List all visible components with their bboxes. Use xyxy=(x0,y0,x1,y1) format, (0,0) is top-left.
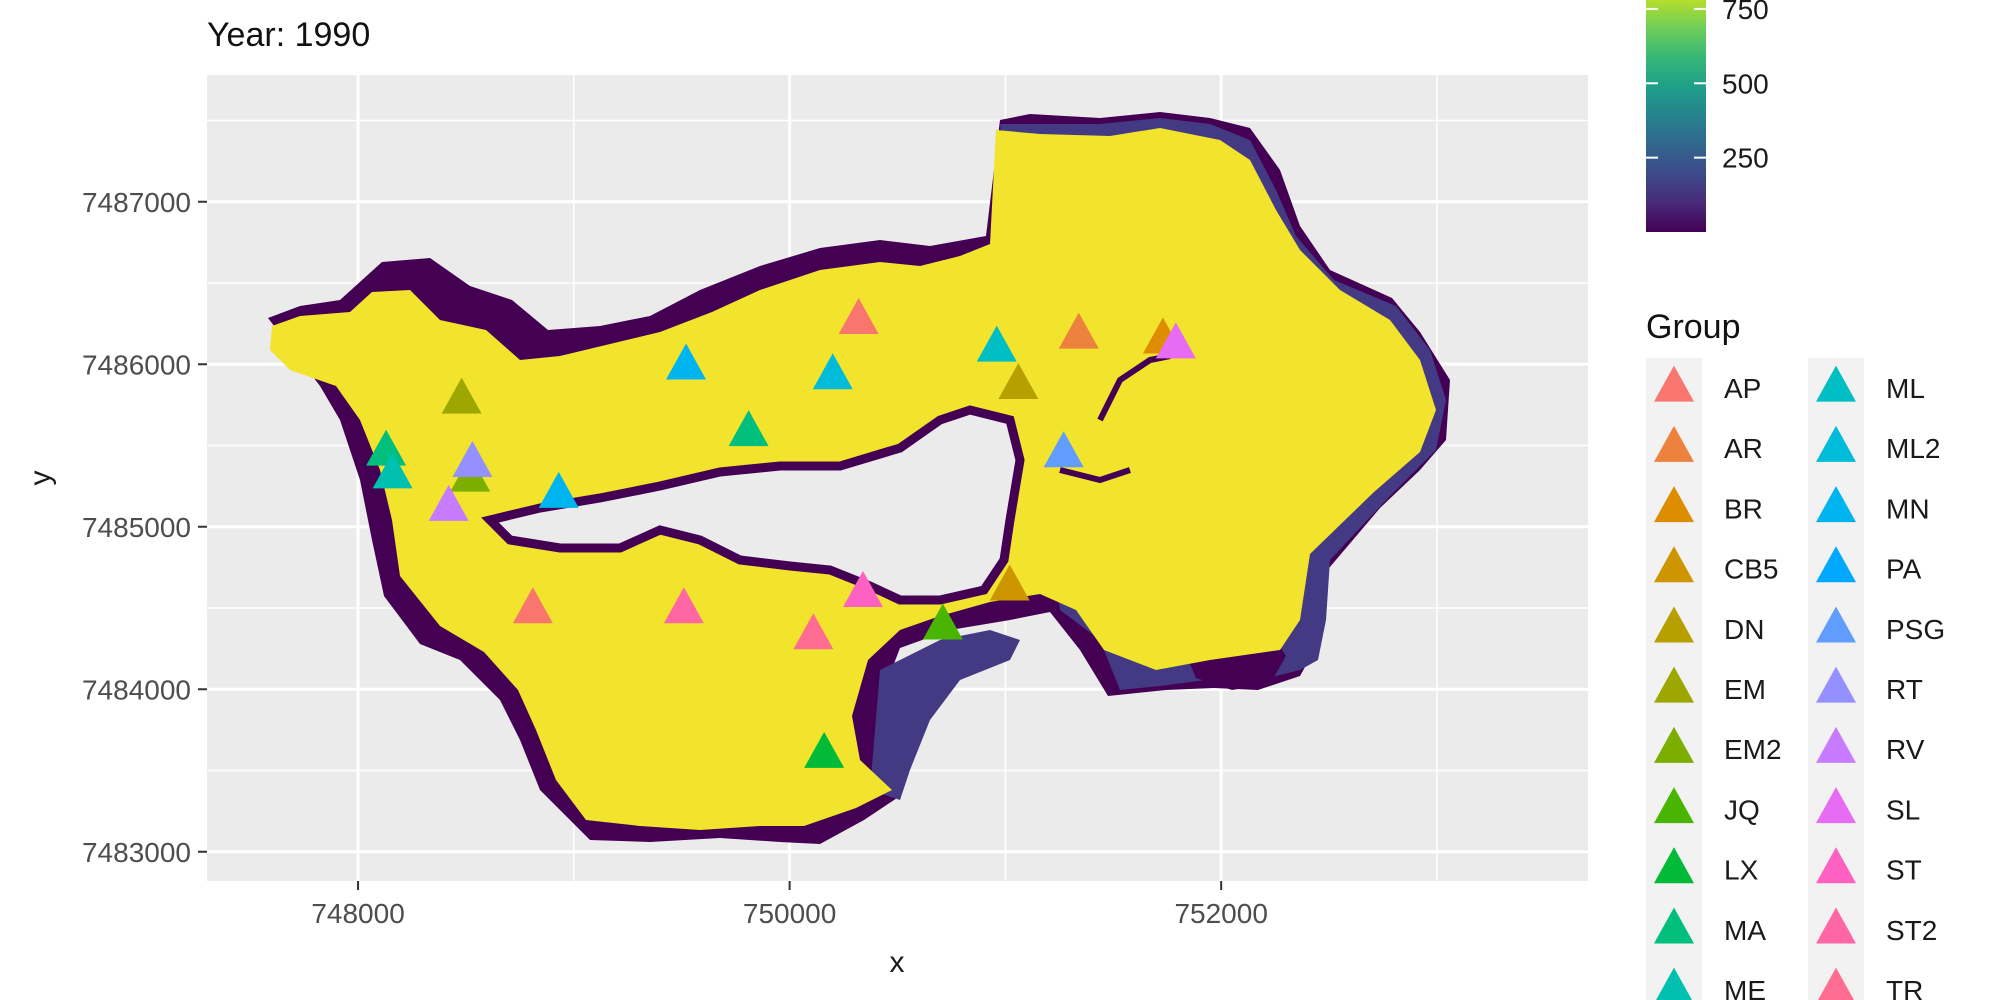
legend-key-jq xyxy=(1654,787,1694,824)
raster-lower-mid-border xyxy=(870,630,1020,800)
point-cb5 xyxy=(989,564,1030,601)
legend-key-rt xyxy=(1816,666,1856,703)
legend-key-ml2 xyxy=(1816,425,1856,462)
legend-label: EM xyxy=(1724,674,1766,705)
point-dn xyxy=(998,363,1039,400)
legend-label: RV xyxy=(1886,734,1925,765)
point-ar xyxy=(1058,312,1099,349)
points-layer xyxy=(366,298,1196,768)
legend-key-ap xyxy=(1654,365,1694,402)
legend-label: CB5 xyxy=(1724,554,1778,585)
legend-key-em2 xyxy=(1654,726,1694,763)
legend-label: PSG xyxy=(1886,614,1945,645)
legend-key-cb5 xyxy=(1654,546,1694,583)
point-ml2 xyxy=(812,353,853,390)
colorbar-gradient xyxy=(1646,0,1706,232)
legend-key-tr xyxy=(1818,967,1854,1000)
colorbar: 750 500 250 xyxy=(1646,0,1769,232)
legend-key-sl xyxy=(1816,787,1856,824)
legend: AP AR BR CB5 DN EM EM2 JQ LX MA ME ML ML2 MN PA PSG RT RV… xyxy=(1646,357,1945,1000)
legend-label: RT xyxy=(1886,674,1923,705)
legend-title: Group xyxy=(1646,308,1741,346)
legend-key-st xyxy=(1816,847,1856,884)
legend-label: PA xyxy=(1886,554,1922,585)
point-mn xyxy=(666,343,707,380)
colorbar-tick-label: 250 xyxy=(1722,143,1769,174)
legend-key-rv xyxy=(1816,726,1856,763)
legend-label: TR xyxy=(1886,975,1923,1000)
legend-label: EM2 xyxy=(1724,734,1782,765)
x-tick-label: 750000 xyxy=(743,898,836,929)
legend-label: BR xyxy=(1724,493,1763,524)
y-tick-label: 7486000 xyxy=(82,349,191,380)
y-tick-label: 7484000 xyxy=(82,674,191,705)
legend-label: ML xyxy=(1886,373,1925,404)
legend-label: MA xyxy=(1724,915,1766,946)
legend-key-pa xyxy=(1816,546,1856,583)
x-axis: 748000 750000 752000 xyxy=(311,881,1268,929)
legend-key-em xyxy=(1654,666,1694,703)
legend-key-dn xyxy=(1654,606,1694,643)
point-rv xyxy=(428,484,469,521)
legend-label: AP xyxy=(1724,373,1761,404)
colorbar-tick-label: 500 xyxy=(1722,68,1769,99)
point-ml xyxy=(976,325,1017,362)
legend-label: ST xyxy=(1886,855,1922,886)
legend-label: MN xyxy=(1886,493,1930,524)
chart-title: Year: 1990 xyxy=(207,16,370,54)
legend-label: ST2 xyxy=(1886,915,1937,946)
point-ma xyxy=(728,410,769,447)
point-mn xyxy=(538,471,579,508)
x-tick-label: 748000 xyxy=(311,898,404,929)
point-lx xyxy=(804,731,845,768)
legend-label: SL xyxy=(1886,794,1920,825)
legend-key-ar xyxy=(1654,425,1694,462)
y-tick-label: 7485000 xyxy=(82,512,191,543)
point-me xyxy=(372,452,413,489)
x-tick-label: 752000 xyxy=(1174,898,1267,929)
legend-label: AR xyxy=(1724,433,1763,464)
legend-label: ML2 xyxy=(1886,433,1940,464)
point-ma xyxy=(366,429,407,466)
legend-key-st2 xyxy=(1816,907,1856,944)
legend-key-ma xyxy=(1654,907,1694,944)
legend-key-lx xyxy=(1654,847,1694,884)
point-st2 xyxy=(663,587,704,624)
point-psg xyxy=(1043,431,1084,468)
legend-label: JQ xyxy=(1724,794,1760,825)
point-st xyxy=(842,571,883,608)
colorbar-tick-label: 750 xyxy=(1722,0,1769,25)
point-jq xyxy=(922,603,963,640)
y-axis: 7483000 7484000 7485000 7486000 7487000 xyxy=(82,187,207,868)
point-rt xyxy=(452,441,493,478)
legend-label: DN xyxy=(1724,614,1764,645)
point-ap xyxy=(838,298,879,335)
y-axis-label: y xyxy=(24,471,57,486)
legend-key-br xyxy=(1654,486,1694,523)
point-sl xyxy=(1155,322,1196,359)
legend-key-psg xyxy=(1816,606,1856,643)
legend-label: ME xyxy=(1724,975,1766,1000)
y-tick-label: 7487000 xyxy=(82,187,191,218)
legend-key-me xyxy=(1656,967,1692,1000)
y-tick-label: 7483000 xyxy=(82,837,191,868)
x-axis-label: x xyxy=(890,946,905,979)
raster-lake-shore xyxy=(481,405,1025,605)
raster-lake-hole xyxy=(490,410,1020,600)
legend-key-ml xyxy=(1816,365,1856,402)
point-em xyxy=(441,377,482,414)
point-ap xyxy=(512,587,553,624)
legend-key-mn xyxy=(1816,486,1856,523)
point-tr xyxy=(793,613,834,650)
raster-layer xyxy=(268,112,1450,844)
legend-label: LX xyxy=(1724,855,1759,886)
